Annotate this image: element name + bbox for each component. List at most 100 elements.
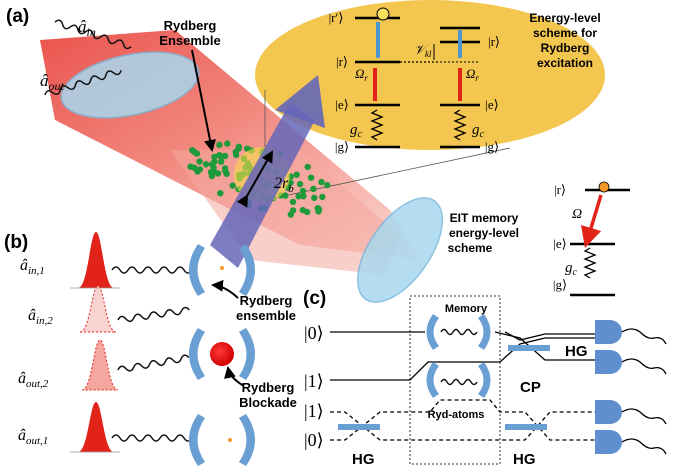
eit-ket-r: |r⟩	[554, 182, 566, 197]
pulse-in2	[79, 285, 117, 333]
rail-0-top-detector-path	[504, 331, 595, 341]
panel-a: 2rb Rydberg Ensemble âin âout	[6, 0, 630, 303]
detector-4-cable	[621, 438, 667, 455]
eit-title-line1: EIT memory	[450, 211, 519, 225]
ket-rprime-label: |r′⟩	[329, 10, 344, 25]
wave-out1	[111, 434, 193, 442]
wave-in2	[117, 306, 190, 323]
atom	[217, 158, 225, 165]
pulse-out2	[81, 339, 119, 391]
ket-g-left-label: |g⟩	[335, 139, 349, 154]
field-label-in2: âin,2	[28, 307, 53, 327]
detector-2-cable	[621, 358, 667, 375]
output-field-label: âout	[40, 71, 65, 93]
atom	[299, 187, 307, 195]
hg-center-label: HG	[513, 451, 536, 468]
blockade-label-line2: Blockade	[239, 395, 297, 410]
atom	[189, 147, 196, 154]
pulse-out1	[78, 402, 114, 452]
hg-right-label: HG	[565, 343, 588, 360]
atom	[304, 163, 311, 171]
coupling-spring-right	[453, 109, 467, 141]
left-cavity-mirror	[60, 51, 200, 119]
ket-0-bottom: |0⟩	[304, 430, 324, 450]
atom	[300, 193, 307, 200]
cavity-top	[189, 244, 255, 296]
atom	[303, 208, 311, 216]
field-label-in1: âin,1	[20, 257, 45, 277]
input-photon-wave	[54, 19, 132, 50]
atom	[296, 180, 304, 188]
detector-1	[595, 320, 622, 344]
ket-g-right-label: |g⟩	[485, 139, 499, 154]
atom	[232, 151, 240, 159]
eit-title-line2: energy-level	[449, 226, 519, 240]
ensemble-pointer-arrow	[191, 49, 216, 152]
ryd-atoms-label: Ryd-atoms	[428, 409, 485, 421]
blockade-label-line1: Rydberg	[242, 380, 295, 395]
atom	[289, 198, 297, 206]
memory-cavity-left-mirror	[426, 314, 439, 350]
ryd-cavity-right-mirror	[478, 362, 491, 398]
memory-photon-wave	[440, 328, 478, 336]
single-atom-bottom	[228, 438, 232, 442]
rail-1-bottom	[330, 411, 595, 441]
detector-4	[595, 430, 622, 454]
field-label-out1: âout,1	[18, 427, 48, 447]
atom	[311, 194, 318, 201]
atom	[202, 161, 210, 168]
ket-1-bottom: |1⟩	[304, 401, 324, 421]
atom	[289, 207, 297, 214]
cavity-middle	[189, 328, 255, 380]
omega-r-right-label: Ωr	[466, 66, 479, 83]
wave-in1	[111, 266, 193, 274]
atom	[208, 161, 216, 168]
ensemble-label-line2: Ensemble	[159, 33, 220, 48]
eit-ket-e: |e⟩	[553, 236, 566, 251]
atom	[224, 140, 231, 147]
detector-3	[595, 400, 622, 424]
cavity-bottom-left-mirror	[189, 414, 205, 466]
atom	[221, 152, 229, 160]
atom	[214, 170, 222, 177]
atom	[235, 143, 243, 150]
hg-splitter-right	[508, 345, 550, 351]
scheme-title-line4: excitation	[537, 56, 593, 70]
detectors	[595, 320, 667, 455]
ensemble-label-b-line2: ensemble	[236, 308, 296, 323]
scheme-title-line2: scheme for	[533, 26, 597, 40]
right-cavity-mirror	[356, 197, 444, 303]
gc-left-label: gc	[350, 122, 363, 140]
atom	[293, 171, 300, 178]
atom	[222, 167, 229, 175]
eit-omega-label: Ω	[572, 207, 582, 222]
single-atom-top	[220, 266, 224, 270]
panel-a-label: (a)	[6, 6, 29, 27]
atom	[319, 193, 326, 201]
energy-level-scheme-ellipse	[255, 0, 605, 150]
panel-b-label: (b)	[4, 232, 28, 253]
ket-0-top: |0⟩	[304, 323, 324, 343]
scheme-title-line3: Rydberg	[541, 41, 590, 55]
detector-2	[595, 350, 622, 374]
cavity-top-left-mirror	[189, 244, 205, 296]
rail-0-top	[330, 331, 595, 361]
cavity-middle-left-mirror	[189, 328, 205, 380]
eit-ket-g: |g⟩	[553, 277, 567, 292]
eit-title-line3: scheme	[448, 241, 493, 255]
ket-1-top: |1⟩	[304, 371, 324, 391]
atom	[196, 158, 203, 165]
panel-b: (b) Rydberg en	[4, 232, 297, 466]
rydberg-blockade-sphere	[210, 342, 234, 366]
atom	[217, 190, 224, 197]
cp-label: CP	[520, 379, 541, 396]
detector-3-cable	[621, 408, 667, 425]
ket-r-right-label: |r⟩	[488, 34, 500, 49]
atom	[216, 152, 223, 159]
ensemble-label-line1: Rydberg	[164, 18, 217, 33]
ensemble-pointer	[211, 279, 239, 299]
atom	[314, 205, 322, 212]
cavity-bottom	[189, 414, 255, 466]
atom	[310, 185, 317, 193]
